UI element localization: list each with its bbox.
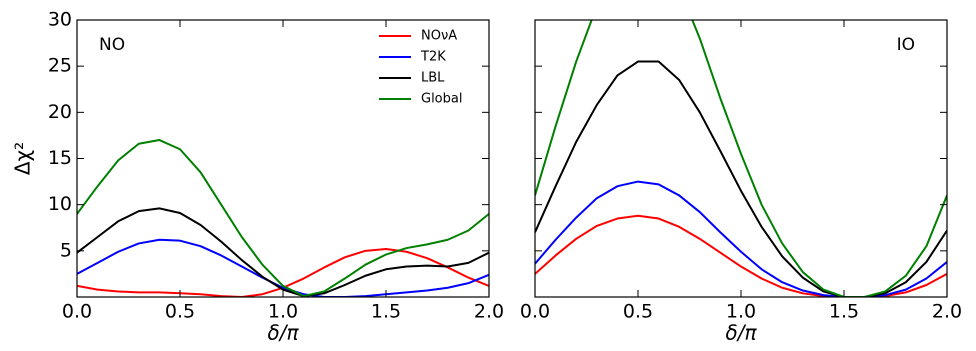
data-line bbox=[77, 207, 489, 297]
x-tick-label: 1.5 bbox=[371, 301, 401, 323]
data-line bbox=[535, 20, 947, 297]
x-tick-label: 0.0 bbox=[62, 301, 92, 323]
x-tick-label: 2.0 bbox=[932, 301, 962, 323]
data-line bbox=[535, 214, 947, 297]
axes-frame bbox=[534, 19, 948, 298]
y-tick-label: 10 bbox=[48, 193, 72, 215]
legend-label: NOνA bbox=[421, 29, 457, 44]
y-tick-label: 25 bbox=[48, 55, 72, 77]
x-tick-label: 0.5 bbox=[623, 301, 653, 323]
x-tick-label: 0.0 bbox=[520, 301, 550, 323]
x-axis-label: δ/π bbox=[267, 321, 299, 345]
legend-label: LBL bbox=[421, 71, 445, 86]
x-tick-label: 1.0 bbox=[268, 301, 298, 323]
plot-area bbox=[535, 20, 947, 297]
y-tick-label: 15 bbox=[48, 147, 72, 169]
data-line bbox=[77, 238, 489, 297]
panel-label: NO bbox=[99, 35, 125, 55]
y-axis-label: Δχ² bbox=[11, 142, 35, 175]
x-axis-label: δ/π bbox=[725, 321, 757, 345]
y-tick-label: 20 bbox=[48, 101, 72, 123]
legend-label: Global bbox=[421, 92, 462, 107]
y-tick-label: 30 bbox=[48, 9, 72, 31]
panel-label: IO bbox=[897, 35, 915, 55]
legend-label: T2K bbox=[420, 50, 446, 65]
x-tick-label: 1.0 bbox=[726, 301, 756, 323]
plot-area bbox=[77, 139, 489, 297]
x-tick-label: 0.5 bbox=[165, 301, 195, 323]
y-tick-label: 5 bbox=[60, 239, 72, 261]
x-tick-label: 1.5 bbox=[829, 301, 859, 323]
data-line bbox=[535, 60, 947, 297]
data-line bbox=[535, 180, 947, 297]
data-line bbox=[77, 139, 489, 297]
x-tick-label: 2.0 bbox=[474, 301, 504, 323]
